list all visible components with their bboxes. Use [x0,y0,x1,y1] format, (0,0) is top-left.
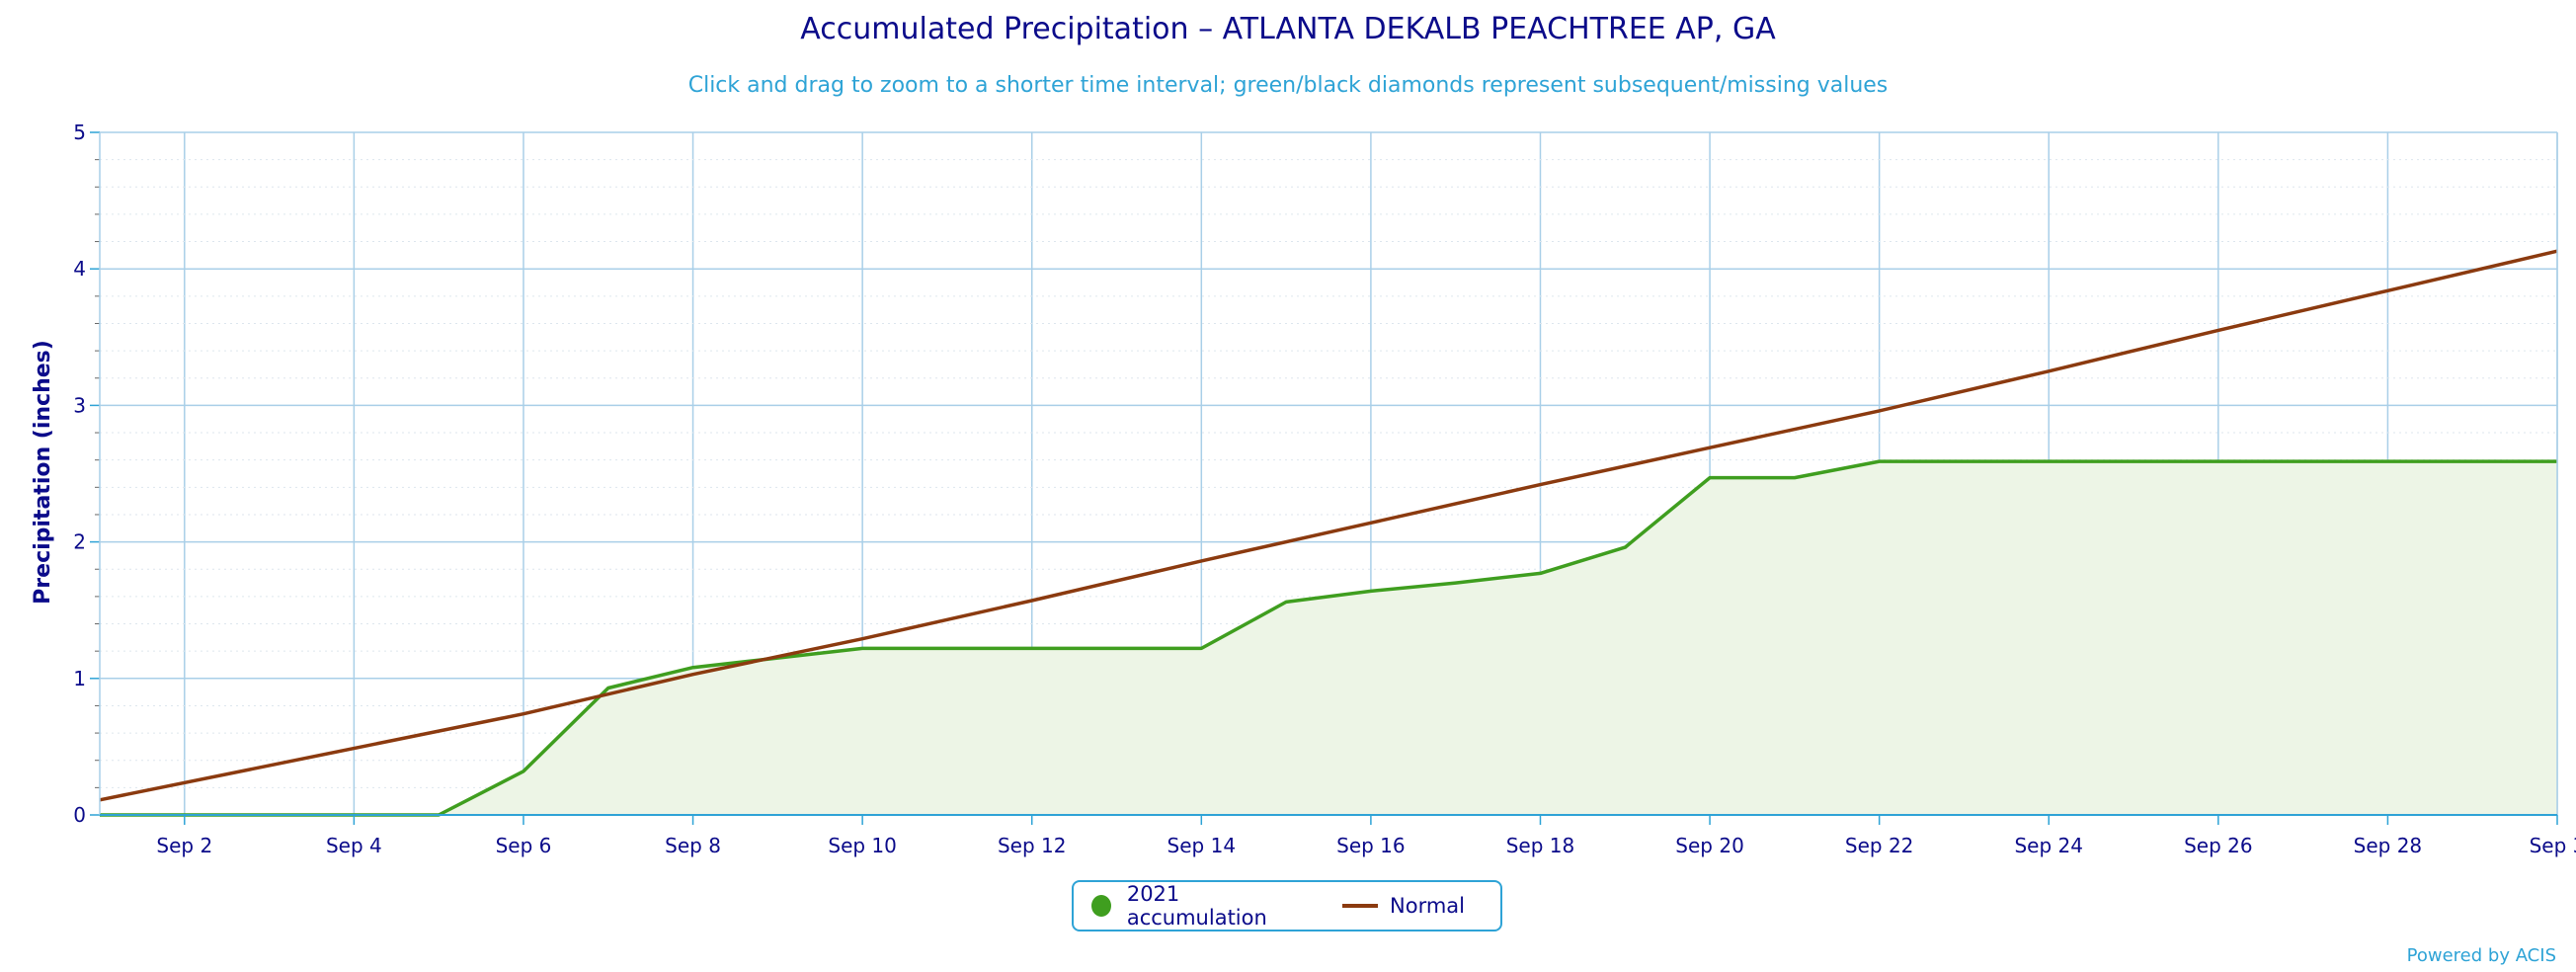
chart-title: Accumulated Precipitation – ATLANTA DEKA… [800,12,1776,46]
y-tick-label: 0 [73,803,86,827]
x-tick-label: Sep 8 [665,834,721,857]
x-tick-label: Sep 20 [1675,834,1744,857]
y-tick-label: 1 [73,667,86,690]
x-tick-label: Sep 16 [1336,834,1406,857]
x-tick-label: Sep 2 [156,834,212,857]
y-tick-label: 3 [73,393,86,417]
x-tick-label: Sep 3 [2530,834,2576,857]
x-tick-label: Sep 14 [1167,834,1237,857]
legend-item-2021[interactable]: 2021 accumulation [1091,882,1307,930]
chart-subtitle: Click and drag to zoom to a shorter time… [687,73,1889,98]
x-tick-label: Sep 18 [1506,834,1575,857]
x-tick-label: Sep 4 [326,834,382,857]
x-tick-label: Sep 6 [496,834,552,857]
series-area-2021-accumulation [100,461,2557,815]
y-tick-label: 4 [73,257,86,281]
x-tick-label: Sep 24 [2014,834,2083,857]
legend-label-2021: 2021 accumulation [1126,882,1267,930]
y-axis-title: Precipitation (inches) [31,340,55,605]
series-layer [99,249,2558,817]
x-tick-label: Sep 22 [1845,834,1914,857]
x-tick-label: Sep 26 [2184,834,2253,857]
y-tick-label: 2 [73,530,86,554]
series-line-2021-accumulation[interactable] [100,459,2557,817]
legend-item-normal[interactable]: Normal [1342,894,1465,918]
legend-label-normal: Normal [1390,894,1465,918]
series-line-normal[interactable] [99,249,2558,802]
legend-line-icon [1342,904,1379,908]
x-tick-label: Sep 10 [828,834,897,857]
axis-layer: 0 1 2 3 4 5 Sep 2 Sep 4 Sep 6 Sep 8 Sep 10 Sep 12 Se… [73,121,2576,857]
x-tick-label: Sep 12 [998,834,1067,857]
chart-legend: 2021 accumulation Normal [1072,880,1502,932]
legend-dot-icon [1091,895,1111,917]
y-tick-label: 5 [73,121,86,144]
powered-by-credit[interactable]: Powered by ACIS [2406,945,2556,966]
x-tick-label: Sep 28 [2354,834,2423,857]
